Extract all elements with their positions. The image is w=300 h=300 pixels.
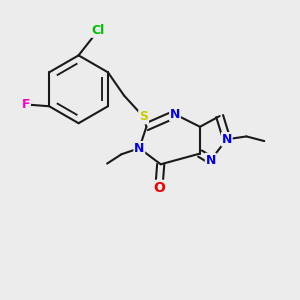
Text: O: O (153, 181, 165, 194)
Text: Cl: Cl (92, 24, 105, 37)
Text: F: F (22, 98, 30, 111)
Text: Cl: Cl (92, 24, 105, 37)
Text: F: F (22, 98, 30, 111)
Text: N: N (222, 133, 232, 146)
Text: S: S (139, 110, 148, 124)
Text: N: N (206, 154, 216, 166)
Text: N: N (134, 142, 145, 155)
Text: S: S (139, 110, 148, 124)
Text: N: N (170, 108, 180, 121)
